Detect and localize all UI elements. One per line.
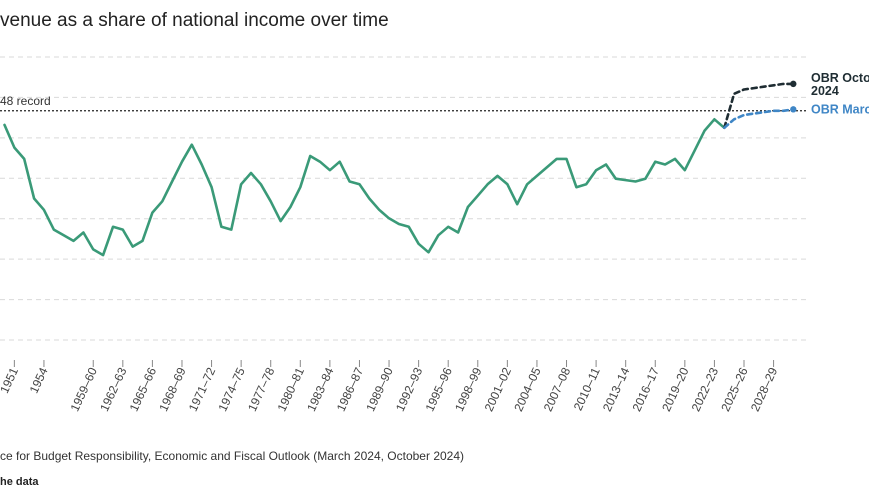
x-tick-label: 1959–60 [68, 365, 101, 414]
x-tick-label: 1989–90 [363, 365, 396, 414]
series-line [722, 82, 795, 130]
x-tick-label: 1986–87 [334, 365, 367, 414]
x-tick-label: 2025–26 [718, 365, 751, 414]
x-tick-label: 2004–05 [511, 365, 544, 414]
x-tick-label: 1977–78 [245, 365, 278, 414]
x-tick-label: 1995–96 [422, 365, 455, 414]
x-tick-label: 2019–20 [659, 365, 692, 414]
record-label: 48 record [0, 94, 51, 108]
x-tick-label: 1954 [27, 365, 51, 395]
series-line [3, 118, 726, 257]
source-note: ce for Budget Responsibility, Economic a… [0, 449, 465, 463]
chart-title: venue as a share of national income over… [0, 10, 389, 31]
series-line [722, 108, 795, 130]
series-label-obr-october-year: 2024 [811, 84, 839, 98]
x-tick-label: 1983–84 [304, 365, 337, 414]
x-tick-label: 1962–63 [97, 365, 130, 414]
x-tick-label: 2028–29 [748, 365, 781, 414]
series-label-obr-march: OBR Marc [811, 102, 869, 116]
x-tick-label: 1951 [0, 365, 21, 395]
x-tick-label: 1992–93 [393, 365, 426, 414]
x-tick-label: 1971–72 [186, 365, 219, 414]
x-tick-label: 2013–14 [600, 365, 633, 414]
x-tick-label: 1998–99 [452, 365, 485, 414]
x-tick-label: 2001–02 [482, 365, 515, 414]
x-tick-label: 2022–23 [689, 365, 722, 414]
x-tick-label: 2016–17 [630, 365, 663, 414]
x-tick-label: 1974–75 [215, 365, 248, 414]
x-tick-label: 1968–69 [156, 365, 189, 414]
series-end-marker [790, 106, 797, 113]
x-tick-label: 2010–11 [571, 365, 603, 413]
get-data-link[interactable]: he data [0, 476, 39, 488]
x-tick-label: 1965–66 [127, 365, 160, 414]
x-tick-label: 2007–08 [541, 365, 574, 414]
series-label-obr-october: OBR Octo [811, 71, 869, 85]
x-tick-label: 1980–81 [275, 365, 308, 414]
series-end-marker [790, 80, 797, 88]
